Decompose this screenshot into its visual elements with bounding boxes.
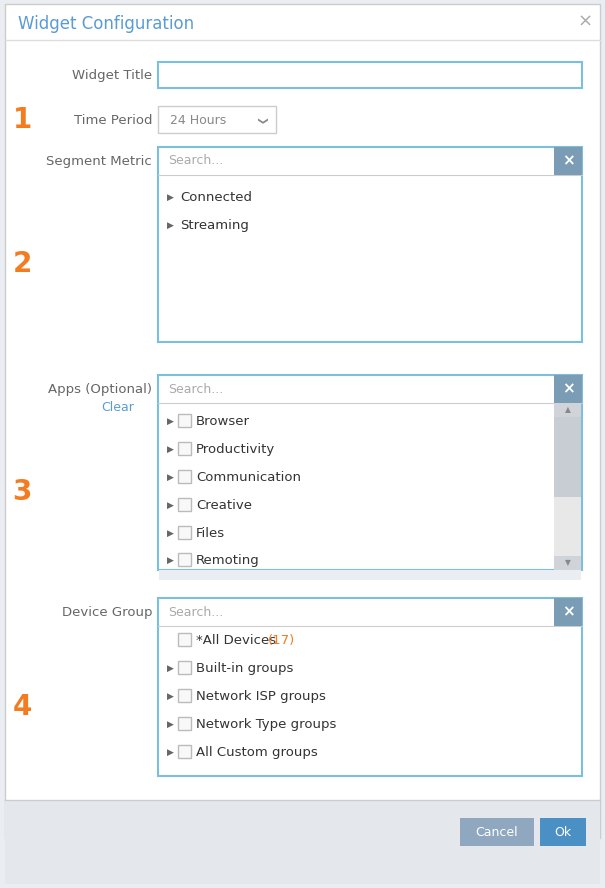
Text: Device Group: Device Group <box>62 606 152 619</box>
Text: 2: 2 <box>12 250 31 278</box>
Text: Ok: Ok <box>554 826 572 838</box>
Text: ▶: ▶ <box>166 663 174 672</box>
Text: Widget Configuration: Widget Configuration <box>18 15 194 33</box>
Bar <box>554 403 581 570</box>
Bar <box>554 147 582 175</box>
Bar <box>178 498 191 511</box>
Text: Segment Metric: Segment Metric <box>46 155 152 168</box>
Text: Streaming: Streaming <box>180 218 249 232</box>
Text: Clear: Clear <box>101 400 134 414</box>
Bar <box>159 570 581 580</box>
Bar <box>158 106 276 133</box>
Text: Apps (Optional): Apps (Optional) <box>48 383 152 395</box>
Bar <box>540 818 586 846</box>
Text: Widget Title: Widget Title <box>72 68 152 82</box>
Text: ×: × <box>577 13 592 31</box>
Text: (17): (17) <box>268 633 295 646</box>
Text: All Custom groups: All Custom groups <box>196 746 318 758</box>
Bar <box>178 633 191 646</box>
Text: Remoting: Remoting <box>196 553 260 567</box>
Text: Browser: Browser <box>196 415 250 427</box>
Text: ▶: ▶ <box>166 416 174 425</box>
Text: ▶: ▶ <box>166 220 174 229</box>
Text: 4: 4 <box>12 693 31 721</box>
Bar <box>554 403 581 417</box>
Bar <box>178 442 191 455</box>
Text: Built-in groups: Built-in groups <box>196 662 293 675</box>
Bar <box>178 526 191 539</box>
Text: ▶: ▶ <box>166 445 174 454</box>
Bar <box>158 375 582 570</box>
Text: Search...: Search... <box>168 383 223 395</box>
Bar <box>460 818 534 846</box>
Text: Network Type groups: Network Type groups <box>196 718 336 731</box>
Text: Search...: Search... <box>168 155 223 168</box>
Text: ▶: ▶ <box>166 501 174 510</box>
Text: ×: × <box>561 382 574 397</box>
Text: ▶: ▶ <box>166 719 174 728</box>
Text: Time Period: Time Period <box>73 114 152 126</box>
Text: ▶: ▶ <box>166 528 174 537</box>
Text: Search...: Search... <box>168 606 223 619</box>
Bar <box>158 147 582 342</box>
Bar <box>158 62 582 88</box>
Text: Connected: Connected <box>180 191 252 203</box>
Bar <box>178 414 191 427</box>
Text: Communication: Communication <box>196 471 301 483</box>
Bar <box>178 745 191 758</box>
Bar <box>178 717 191 730</box>
Text: Productivity: Productivity <box>196 442 275 456</box>
Bar <box>178 553 191 566</box>
Text: Cancel: Cancel <box>476 826 518 838</box>
Text: 24 Hours: 24 Hours <box>170 114 226 126</box>
Text: Files: Files <box>196 527 225 540</box>
Bar <box>178 470 191 483</box>
Text: ▶: ▶ <box>166 472 174 481</box>
Bar <box>158 598 582 776</box>
Text: ▲: ▲ <box>564 406 571 415</box>
Bar <box>178 661 191 674</box>
Bar <box>554 417 581 497</box>
Text: ▶: ▶ <box>166 748 174 757</box>
Text: ▶: ▶ <box>166 692 174 701</box>
Text: ▼: ▼ <box>564 559 571 567</box>
Bar <box>554 598 582 626</box>
Text: ×: × <box>561 154 574 169</box>
Text: Network ISP groups: Network ISP groups <box>196 689 326 702</box>
Text: ×: × <box>561 605 574 620</box>
Text: ▶: ▶ <box>166 193 174 202</box>
Bar <box>5 800 600 884</box>
Text: ▶: ▶ <box>166 556 174 565</box>
Text: Creative: Creative <box>196 498 252 511</box>
Text: 3: 3 <box>12 478 31 506</box>
Bar <box>178 689 191 702</box>
Bar <box>554 556 581 570</box>
Bar <box>554 375 582 403</box>
Text: *All Devices: *All Devices <box>196 633 280 646</box>
Text: ❯: ❯ <box>256 117 266 125</box>
Text: 1: 1 <box>12 106 31 134</box>
